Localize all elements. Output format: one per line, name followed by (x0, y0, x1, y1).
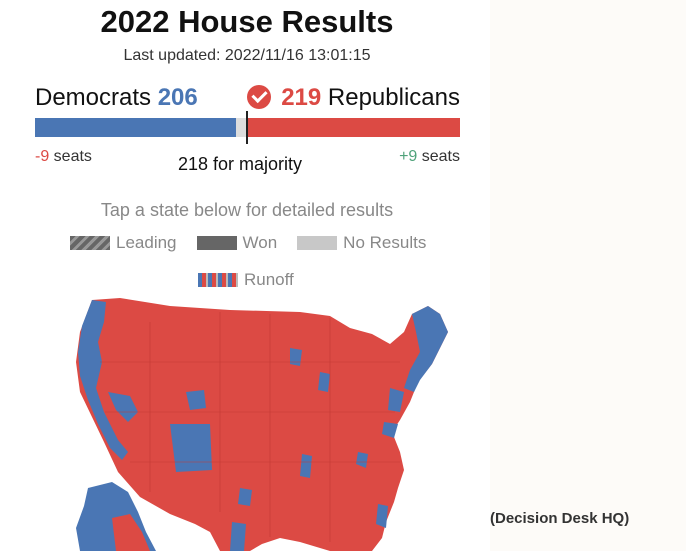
virginia-region[interactable] (382, 422, 398, 438)
democrats-label: Democrats (35, 84, 152, 111)
pacific-coast-region[interactable] (78, 300, 128, 460)
texas-south-region[interactable] (230, 522, 246, 551)
legend-won-label: Won (242, 233, 278, 252)
page-title: 2022 House Results (100, 4, 394, 39)
legend-row-2: Runoff (198, 270, 314, 290)
last-updated: Last updated: 2022/11/16 13:01:15 (123, 47, 371, 64)
won-swatch (196, 236, 237, 250)
alaska-red-region[interactable] (112, 514, 150, 551)
winner-check-icon (247, 85, 271, 109)
republicans-tally: 219 Republicans (281, 84, 460, 112)
georgia-region[interactable] (356, 452, 368, 468)
mid-atlantic-region[interactable] (388, 388, 404, 412)
republicans-bar (246, 118, 460, 137)
illinois-region[interactable] (318, 372, 330, 392)
republicans-change-unit: seats (417, 148, 460, 165)
nevada-region[interactable] (108, 392, 138, 422)
legend-leading: Leading (70, 233, 177, 253)
legend-leading-label: Leading (116, 233, 177, 252)
district-lines (100, 312, 400, 542)
legend-runoff-label: Runoff (244, 270, 294, 289)
democrats-tally: Democrats 206 (35, 84, 198, 112)
map-prompt: Tap a state below for detailed results (100, 200, 394, 220)
source-credit: (Decision Desk HQ) (490, 510, 630, 527)
new-mexico-region[interactable] (170, 424, 212, 472)
contiguous-us-shape[interactable] (76, 298, 448, 551)
legend-row-1: Leading Won No Results (70, 233, 446, 253)
republicans-seats: 219 (281, 84, 322, 111)
legend-no-results: No Results (297, 233, 426, 253)
republicans-change: +9 seats (399, 148, 460, 166)
democrats-bar (35, 118, 237, 137)
runoff-swatch (198, 273, 238, 287)
democrats-seats: 206 (157, 84, 198, 111)
republicans-change-value: +9 (399, 148, 418, 165)
majority-marker (246, 111, 248, 144)
democrats-change: -9 seats (35, 148, 92, 166)
florida-region[interactable] (376, 504, 388, 528)
no-results-swatch (297, 236, 338, 250)
us-district-map[interactable] (0, 292, 490, 551)
legend-won: Won (196, 233, 278, 253)
democrats-change-unit: seats (49, 148, 92, 165)
results-panel: 2022 House Results Last updated: 2022/11… (0, 0, 490, 551)
texas-region[interactable] (238, 488, 252, 506)
majority-label: 218 for majority (178, 154, 303, 174)
mississippi-region[interactable] (300, 454, 312, 478)
democrats-change-value: -9 (35, 148, 50, 165)
republicans-label: Republicans (327, 84, 460, 111)
legend-no-results-label: No Results (343, 233, 427, 252)
legend-runoff: Runoff (198, 270, 294, 290)
minnesota-region[interactable] (290, 348, 302, 366)
colorado-region[interactable] (186, 390, 206, 410)
leading-swatch (70, 236, 110, 250)
northeast-region[interactable] (404, 306, 448, 392)
